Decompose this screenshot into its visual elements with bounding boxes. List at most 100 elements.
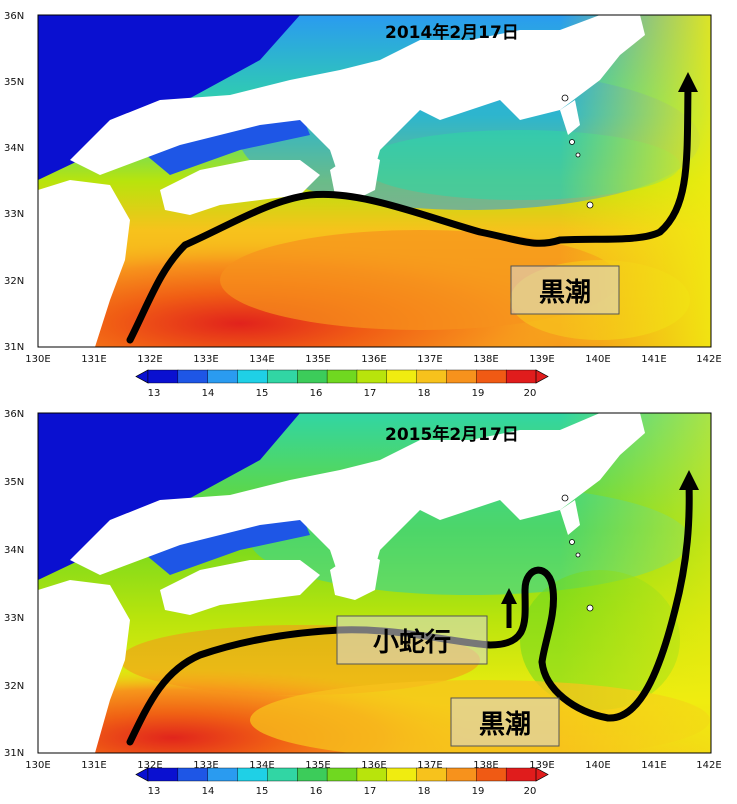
izu-islands <box>561 494 594 612</box>
colorbar-swatch <box>476 369 507 384</box>
x-tick-label: 141E <box>641 760 666 771</box>
colorbar-tick-label: 15 <box>256 786 269 797</box>
x-tick-label: 140E <box>585 760 610 771</box>
izu-islands <box>561 94 594 209</box>
colorbar-tick-label: 18 <box>418 388 431 399</box>
kuroshio-label-box: 黒潮 <box>450 697 560 747</box>
x-tick-label: 132E <box>137 354 162 365</box>
colorbar-tick-label: 16 <box>310 786 323 797</box>
small-meander-label: 小蛇行 <box>373 627 451 658</box>
kuroshio-path <box>126 81 692 344</box>
colorbar-tick-label: 20 <box>524 388 537 399</box>
colorbar-swatch <box>207 767 239 782</box>
colorbar-swatch <box>147 767 179 782</box>
colorbar-ticks: 13 14 15 16 17 18 19 20 <box>148 786 537 797</box>
colorbar-swatch <box>267 369 298 384</box>
y-tick-label: 32N <box>4 276 24 287</box>
x-tick-label: 137E <box>417 760 442 771</box>
colorbar-swatch <box>386 767 418 782</box>
colorbar-min-arrow <box>135 369 149 384</box>
colorbar-swatch <box>237 369 268 384</box>
colorbar-tick-label: 19 <box>472 786 485 797</box>
y-tick-label: 32N <box>4 681 24 692</box>
x-axis-ticks: 130E 131E 132E 133E 134E 135E 136E 137E … <box>25 760 721 771</box>
colorbar-tick-label: 16 <box>310 388 323 399</box>
colorbar-swatch <box>356 369 388 384</box>
colorbar-max-arrow <box>535 369 549 384</box>
colorbar-swatch <box>356 767 388 782</box>
colorbar-ticks: 13 14 15 16 17 18 19 20 <box>148 388 537 399</box>
map-frame <box>37 412 712 754</box>
y-tick-label: 31N <box>4 342 24 353</box>
colorbar-swatch <box>267 767 298 782</box>
x-tick-label: 131E <box>81 354 106 365</box>
kuroshio-label-box: 黒潮 <box>510 265 620 315</box>
x-tick-label: 139E <box>529 354 554 365</box>
colorbar-tick-label: 15 <box>256 388 269 399</box>
land-mass <box>38 15 645 347</box>
y-tick-label: 35N <box>4 77 24 88</box>
colorbar-swatch <box>177 767 209 782</box>
x-tick-label: 132E <box>137 760 162 771</box>
kuroshio-arrowhead <box>678 72 698 92</box>
colorbar-swatch <box>297 767 328 782</box>
colorbar-swatch <box>237 767 268 782</box>
colorbar-swatch <box>326 369 358 384</box>
panel-date: 2014年2月17日 <box>385 22 519 43</box>
kuroshio-label: 黒潮 <box>479 710 531 740</box>
colorbar-swatch <box>446 369 477 384</box>
x-tick-label: 140E <box>585 354 610 365</box>
colorbar-tick-label: 20 <box>524 786 537 797</box>
colorbar-swatch <box>147 369 179 384</box>
y-tick-label: 34N <box>4 143 24 154</box>
colorbar-tick-label: 17 <box>364 388 377 399</box>
colorbar-tick-label: 14 <box>202 786 215 797</box>
y-tick-label: 33N <box>4 209 24 220</box>
kuroshio-arrowhead <box>679 470 699 490</box>
y-tick-label: 36N <box>4 11 24 22</box>
colorbar-swatch <box>476 767 507 782</box>
colorbar-tick-label: 17 <box>364 786 377 797</box>
y-axis-ticks: 36N 35N 34N 33N 32N 31N <box>4 11 24 353</box>
colorbar-swatch <box>297 369 328 384</box>
kuroshio-label: 黒潮 <box>539 278 591 308</box>
x-tick-label: 141E <box>641 354 666 365</box>
colorbar-swatch <box>446 767 477 782</box>
x-tick-label: 135E <box>305 354 330 365</box>
x-tick-label: 139E <box>529 760 554 771</box>
colorbar-max-arrow <box>535 767 549 782</box>
x-tick-label: 130E <box>25 354 50 365</box>
colorbar-swatch <box>207 369 239 384</box>
x-axis-ticks: 130E 131E 132E 133E 134E 135E 136E 137E … <box>25 354 721 365</box>
y-tick-label: 31N <box>4 748 24 759</box>
x-tick-label: 136E <box>361 354 386 365</box>
colorbar <box>135 767 549 782</box>
x-tick-label: 142E <box>696 354 721 365</box>
x-tick-label: 133E <box>193 354 218 365</box>
colorbar <box>135 369 549 384</box>
colorbar-tick-label: 13 <box>148 388 161 399</box>
map-panel-2014: 2014年2月17日 黒潮 36N 35N 34N 33N 32N 31N 13… <box>4 11 722 399</box>
colorbar-tick-label: 13 <box>148 786 161 797</box>
y-tick-label: 34N <box>4 545 24 556</box>
small-meander-arrowhead <box>501 588 517 604</box>
colorbar-swatch <box>177 369 209 384</box>
kuroshio-path <box>126 479 693 746</box>
y-tick-label: 35N <box>4 477 24 488</box>
x-tick-label: 130E <box>25 760 50 771</box>
y-tick-label: 36N <box>4 409 24 420</box>
colorbar-swatch <box>416 767 447 782</box>
y-tick-label: 33N <box>4 613 24 624</box>
x-tick-label: 133E <box>193 760 218 771</box>
x-tick-label: 136E <box>361 760 386 771</box>
colorbar-swatch <box>416 369 447 384</box>
x-tick-label: 131E <box>81 760 106 771</box>
panel-date: 2015年2月17日 <box>385 424 519 445</box>
colorbar-swatch <box>505 369 537 384</box>
x-tick-label: 134E <box>249 760 274 771</box>
map-frame <box>37 14 712 348</box>
x-tick-label: 135E <box>305 760 330 771</box>
land-mass <box>38 413 645 753</box>
